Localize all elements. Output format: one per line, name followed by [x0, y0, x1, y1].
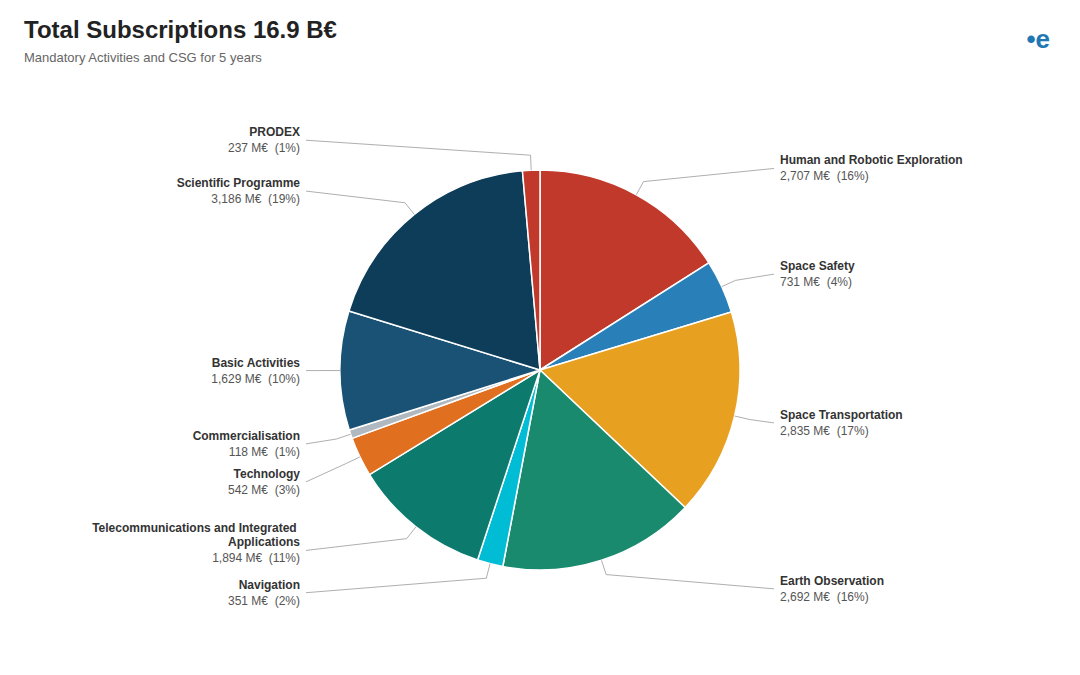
- subtitle: Mandatory Activities and CSG for 5 years: [24, 50, 262, 65]
- leader-line: [306, 140, 531, 170]
- leader-line: [306, 527, 416, 551]
- leader-line: [306, 457, 360, 482]
- title: Total Subscriptions 16.9 B€: [24, 16, 337, 43]
- data-label: 118 M€ (1%): [229, 445, 300, 459]
- slice-label: Human and Robotic Exploration: [780, 153, 963, 167]
- slice-label: Space Safety: [780, 259, 855, 273]
- chart: Total Subscriptions 16.9 B€ Mandatory Act…: [0, 0, 1080, 675]
- leader-line: [602, 560, 774, 589]
- leader-line: [306, 434, 351, 444]
- leader-line: [735, 416, 774, 423]
- slice-label: Commercialisation: [193, 429, 300, 443]
- leader-line: [306, 564, 490, 593]
- data-label: 2,835 M€ (17%): [780, 424, 869, 438]
- data-label: 542 M€ (3%): [228, 483, 300, 497]
- slice-label: Scientific Programme: [177, 176, 301, 190]
- slice-label: Basic Activities: [212, 356, 301, 370]
- slice-label: Earth Observation: [780, 574, 884, 588]
- slice-label: PRODEX: [249, 125, 300, 139]
- data-label: 3,186 M€ (19%): [211, 192, 300, 206]
- slice: [349, 171, 540, 370]
- data-label: 2,692 M€ (16%): [780, 590, 869, 604]
- annotation: •e: [1026, 24, 1050, 54]
- slice-label: Technology: [234, 467, 301, 481]
- leader-line: [636, 168, 774, 194]
- slice-label: Navigation: [239, 578, 300, 592]
- data-label: 1,894 M€ (11%): [212, 551, 300, 565]
- data-label: 351 M€ (2%): [228, 594, 300, 608]
- pie: Human and Robotic Exploration 2,707 M€ (1…: [92, 125, 963, 607]
- leader-line: [722, 274, 774, 287]
- slices: [340, 170, 740, 570]
- leader-line: [306, 191, 414, 214]
- labels: Human and Robotic Exploration 2,707 M€ (1…: [92, 125, 963, 607]
- slice-label: Space Transportation: [780, 408, 903, 422]
- data-label: 2,707 M€ (16%): [780, 169, 869, 183]
- leader-line: [306, 370, 340, 371]
- data-label: 731 M€ (4%): [780, 275, 852, 289]
- data-label: 1,629 M€ (10%): [211, 372, 300, 386]
- data-label: 237 M€ (1%): [228, 141, 300, 155]
- slice-label: Telecommunications and Integrated Applic…: [92, 521, 300, 549]
- slice: [522, 170, 540, 370]
